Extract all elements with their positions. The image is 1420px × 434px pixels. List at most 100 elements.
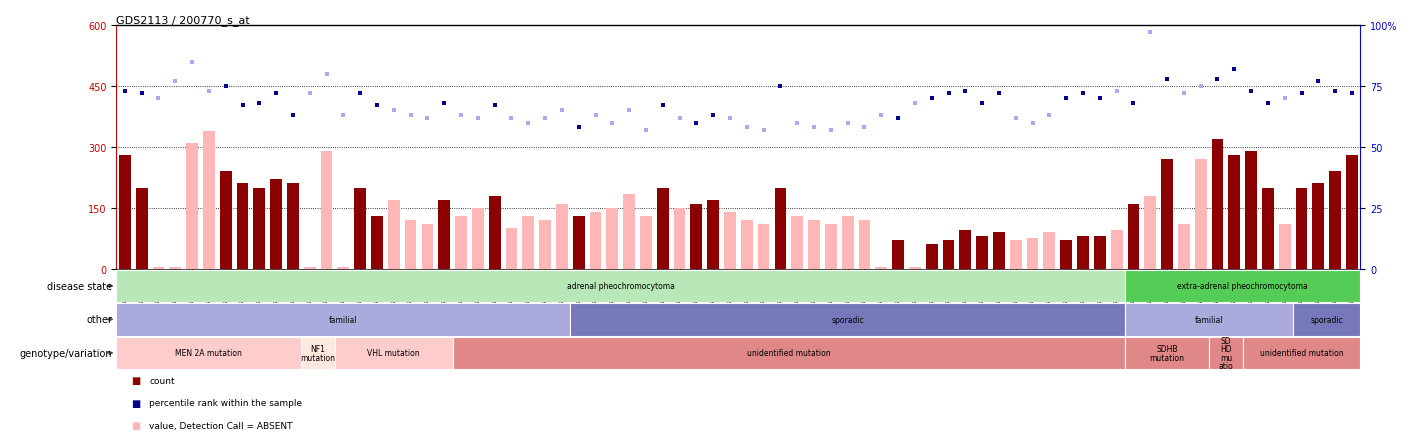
Bar (774, 188, 787, 269)
Point (736, 125, 758, 132)
Bar (220, 172, 231, 269)
Text: ■: ■ (131, 421, 141, 430)
Point (1257, 100, 1279, 107)
Bar (1127, 204, 1139, 269)
Bar (606, 208, 618, 269)
Point (719, 115, 741, 122)
Bar (203, 132, 214, 269)
Point (416, 115, 439, 122)
Bar (993, 233, 1005, 269)
Bar (1329, 172, 1340, 269)
Point (1122, 100, 1145, 107)
Point (399, 112, 422, 119)
Bar (270, 180, 283, 269)
Text: GDS2113 / 200770_s_at: GDS2113 / 200770_s_at (116, 15, 250, 26)
Text: familial: familial (1194, 315, 1224, 324)
Bar (1208, 337, 1242, 369)
Text: count: count (149, 376, 175, 385)
Point (1089, 95, 1112, 102)
Point (180, 59, 203, 66)
Point (382, 108, 405, 115)
Point (785, 120, 808, 127)
Bar (116, 270, 1125, 302)
Bar (1179, 224, 1190, 269)
Bar (301, 337, 335, 369)
Bar (237, 184, 248, 269)
Bar (1093, 237, 1106, 269)
Bar (977, 237, 988, 269)
Bar (355, 188, 366, 269)
Bar (724, 212, 736, 269)
Bar (1194, 160, 1207, 269)
Text: disease state: disease state (47, 281, 112, 291)
Point (853, 125, 876, 132)
Bar (741, 220, 753, 269)
Text: sporadic: sporadic (1311, 315, 1343, 324)
Point (214, 83, 237, 90)
Bar (571, 303, 1125, 336)
Point (568, 125, 591, 132)
Text: familial: familial (329, 315, 358, 324)
Bar (859, 220, 870, 269)
Bar (1125, 303, 1294, 336)
Point (971, 100, 994, 107)
Bar (1228, 156, 1240, 269)
Bar (758, 224, 770, 269)
Bar (1145, 196, 1156, 269)
Bar (673, 208, 686, 269)
Bar (943, 241, 954, 269)
Point (281, 112, 304, 119)
Point (601, 120, 623, 127)
Point (298, 91, 321, 98)
Point (886, 115, 909, 122)
Point (819, 127, 842, 134)
Text: ■: ■ (131, 375, 141, 385)
Text: genotype/variation: genotype/variation (20, 348, 112, 358)
Bar (287, 184, 298, 269)
Bar (1262, 188, 1274, 269)
Point (163, 79, 186, 85)
Text: adrenal pheochromocytoma: adrenal pheochromocytoma (567, 282, 674, 291)
Point (1323, 88, 1346, 95)
Point (1190, 83, 1213, 90)
Point (669, 115, 692, 122)
Point (1274, 95, 1296, 102)
Bar (557, 204, 568, 269)
Bar (338, 267, 349, 269)
Bar (892, 241, 905, 269)
Text: extra-adrenal pheochromocytoma: extra-adrenal pheochromocytoma (1177, 282, 1308, 291)
Bar (422, 224, 433, 269)
Bar (405, 220, 416, 269)
Point (701, 112, 724, 119)
Point (954, 88, 977, 95)
Text: SDHB
mutation: SDHB mutation (1150, 345, 1184, 362)
Bar (1295, 188, 1308, 269)
Point (114, 88, 136, 95)
Bar (506, 229, 517, 269)
Bar (453, 337, 1125, 369)
Point (1291, 91, 1314, 98)
Point (802, 125, 825, 132)
Bar (657, 188, 669, 269)
Bar (1044, 233, 1055, 269)
Point (365, 103, 388, 110)
Point (483, 103, 506, 110)
Bar (335, 337, 453, 369)
Bar (1279, 224, 1291, 269)
Text: other: other (87, 315, 112, 325)
Bar (791, 217, 804, 269)
Bar (439, 200, 450, 269)
Bar (926, 245, 937, 269)
Point (231, 103, 254, 110)
Text: SD
HD
mu
atio: SD HD mu atio (1218, 336, 1233, 370)
Bar (1078, 237, 1089, 269)
Bar (1110, 230, 1122, 269)
Point (500, 115, 523, 122)
Bar (1027, 239, 1038, 269)
Bar (572, 217, 585, 269)
Bar (471, 208, 484, 269)
Bar (1294, 303, 1360, 336)
Point (1240, 88, 1262, 95)
Point (652, 103, 674, 110)
Point (1105, 88, 1127, 95)
